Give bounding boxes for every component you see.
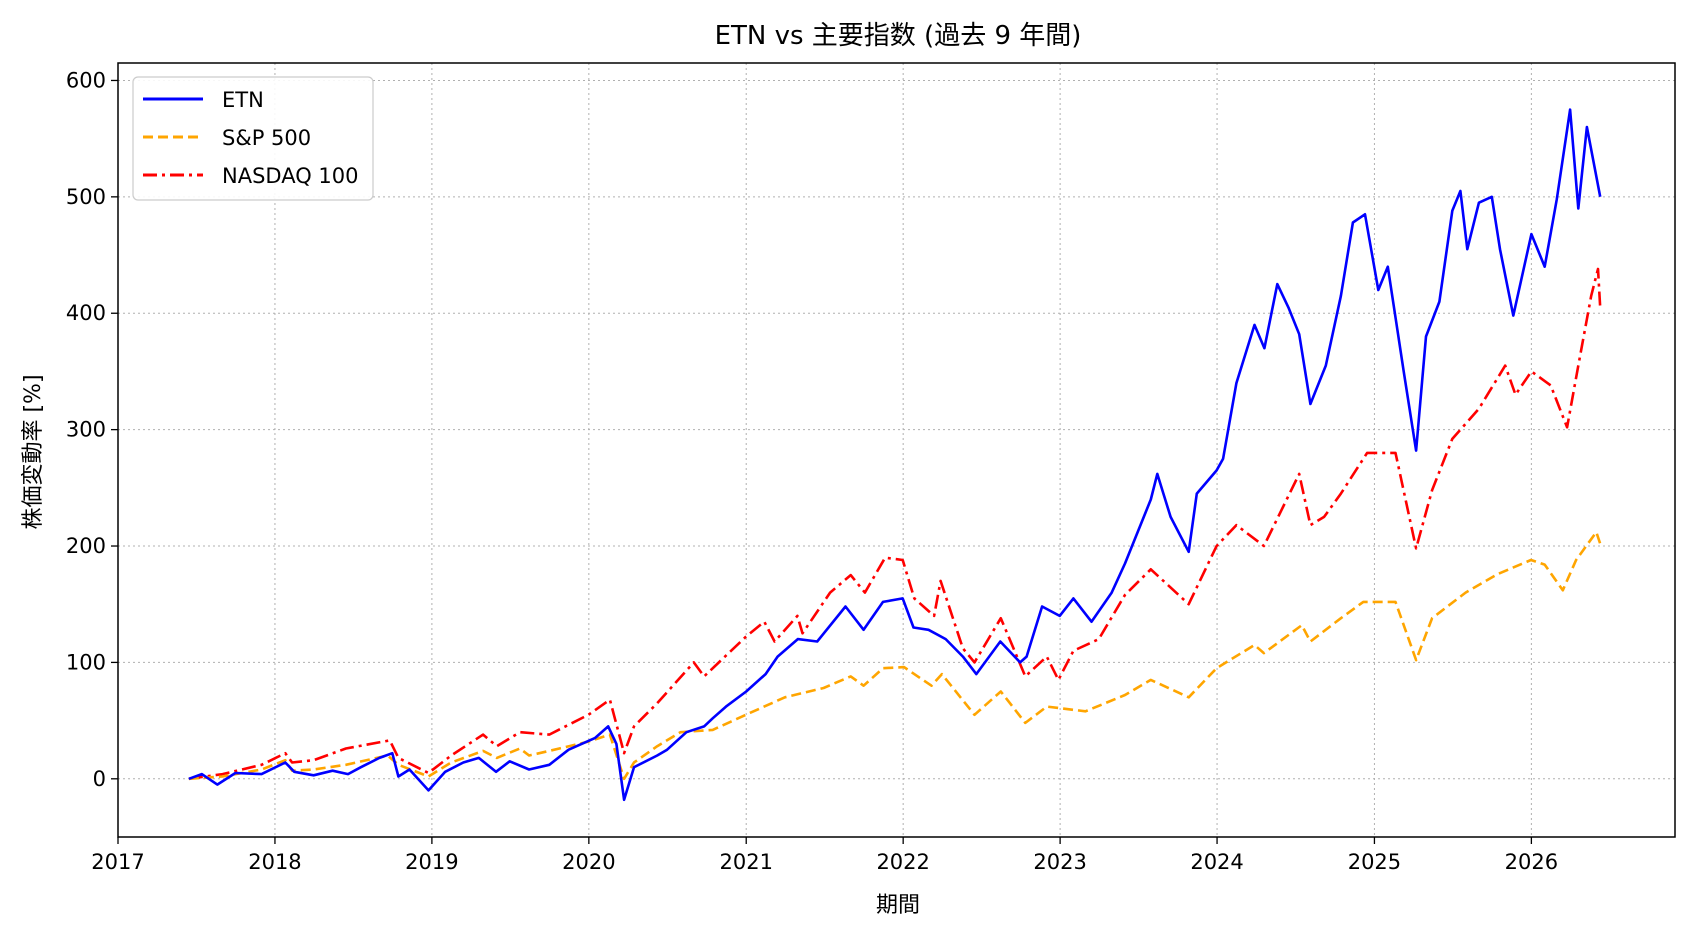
legend: ETN S&P 500 NASDAQ 100 [132,76,374,201]
chart-title: ETN vs 主要指数 (過去 9 年間) [715,21,1082,51]
x-tick-label: 2020 [562,850,615,874]
y-tick-label: 100 [66,650,106,674]
x-axis-title: 期間 [876,893,920,918]
y-tick-label: 0 [93,767,106,791]
legend-label-etn: ETN [222,88,264,112]
grid-lines [117,63,1675,837]
x-tick-label: 2017 [91,850,144,874]
x-tick-label: 2025 [1348,850,1401,874]
legend-label-nasdaq100: NASDAQ 100 [222,164,359,188]
y-tick-label: 200 [66,534,106,558]
y-tick-label: 600 [66,68,106,92]
x-tick-label: 2018 [248,850,301,874]
y-tick-label: 400 [66,301,106,325]
legend-label-sp500: S&P 500 [222,126,311,150]
y-axis-title: 株価変動率 [%] [21,374,46,529]
legend-box [132,76,374,201]
series-line-etn [188,108,1602,802]
axis-ticks: 0 100 200 300 400 500 600 2017 2018 2019 2020 2021 2… [66,68,1558,874]
x-tick-label: 2023 [1033,850,1086,874]
x-tick-label: 2022 [876,850,929,874]
series-layer [188,108,1602,802]
series-line-sp500 [188,530,1602,781]
x-tick-label: 2024 [1190,850,1243,874]
x-tick-label: 2026 [1505,850,1558,874]
x-tick-label: 2019 [405,850,458,874]
series-line-nasdaq100 [188,267,1602,781]
x-tick-label: 2021 [719,850,772,874]
y-tick-label: 300 [66,418,106,442]
y-tick-label: 500 [66,185,106,209]
plot-area-frame [117,62,1676,838]
